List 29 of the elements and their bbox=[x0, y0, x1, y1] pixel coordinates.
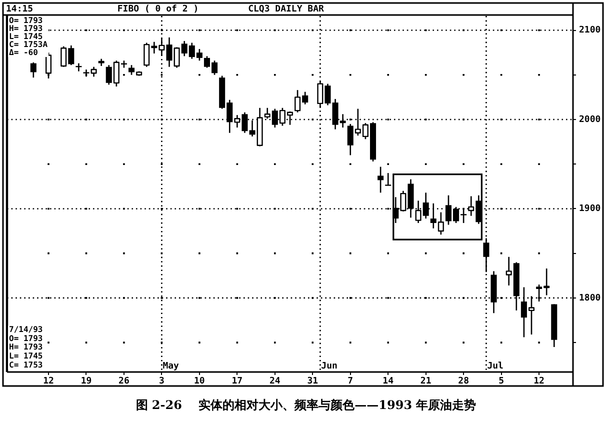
annotation: May bbox=[162, 361, 180, 372]
x-tick-label: 7 bbox=[348, 376, 354, 387]
candlestick bbox=[30, 62, 36, 78]
x-tick-label: 14 bbox=[382, 376, 394, 387]
x-tick-label: 3 bbox=[158, 376, 164, 387]
x-tick-label: 24 bbox=[269, 376, 281, 387]
y-tick-label: 2000 bbox=[579, 114, 601, 125]
x-tick-label: 10 bbox=[194, 376, 205, 387]
y-tick-label: 1900 bbox=[579, 204, 601, 214]
chart-title: CLQ3 DAILY BAR bbox=[248, 4, 325, 14]
x-tick-label: 12 bbox=[43, 376, 54, 387]
x-tick-label: 28 bbox=[458, 376, 469, 387]
y-tick-label: 2100 bbox=[579, 26, 601, 36]
annotation: O= 1793 H= 1793 L= 1745 C= 1753A Δ= -60 bbox=[9, 16, 48, 58]
annotation: Jun bbox=[321, 361, 338, 372]
caption: 图 2-26 实体的相对大小、频率与颜色——1993 年原油走势 bbox=[136, 398, 476, 412]
x-tick-label: 21 bbox=[420, 376, 432, 387]
x-tick-label: 31 bbox=[307, 376, 318, 387]
x-tick-label: 26 bbox=[118, 376, 130, 387]
text: 14:15 bbox=[6, 4, 34, 14]
text: FIBO ( 0 of 2 ) bbox=[117, 4, 199, 14]
annotation: 7/14/93 O= 1793 H= 1793 L= 1745 C= 1753 bbox=[9, 325, 43, 370]
x-tick-label: 12 bbox=[534, 376, 544, 387]
x-tick-label: 19 bbox=[80, 376, 92, 387]
x-tick-label: 5 bbox=[498, 376, 504, 387]
y-tick-label: 1800 bbox=[579, 293, 601, 304]
x-tick-label: 17 bbox=[232, 376, 243, 387]
candlestick bbox=[378, 166, 384, 194]
annotation: Jul bbox=[487, 361, 504, 372]
